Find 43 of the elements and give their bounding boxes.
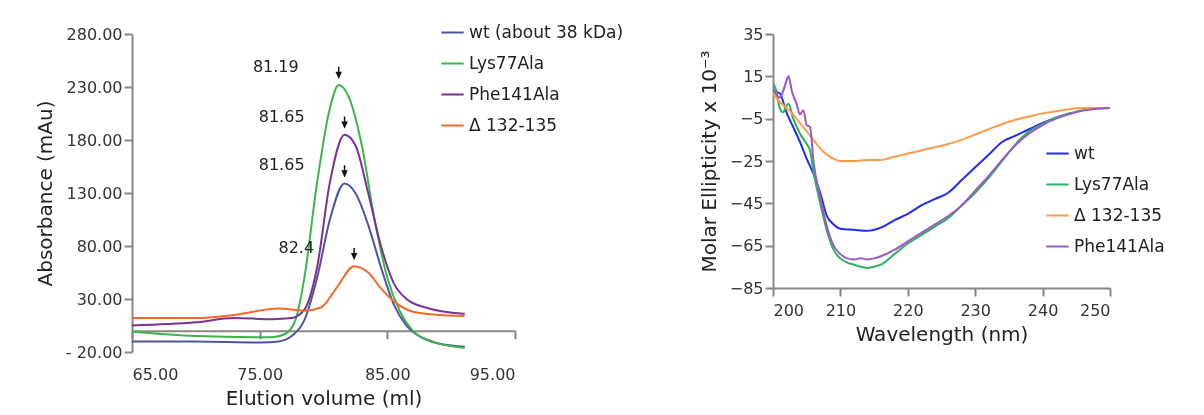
annotation: 81.65 — [258, 155, 305, 175]
y-tick-label: −45 — [729, 193, 764, 213]
x-axis-title: Wavelength (nm) — [855, 321, 1029, 346]
y-axis-title: Molar Ellipticity x 10⁻³ — [696, 50, 721, 273]
x-tick-label: 65.00 — [132, 364, 179, 384]
legend-label: Lys77Ala — [1074, 173, 1150, 194]
annotation: 81.19 — [252, 56, 299, 76]
y-tick-label: - 20.00 — [65, 342, 123, 362]
y-tick-label: −5 — [739, 109, 764, 129]
y-tick-label: 130.00 — [66, 183, 123, 203]
y-tick-label: 80.00 — [76, 236, 123, 256]
y-tick-label: 15 — [743, 66, 764, 86]
legend-label: wt (about 38 kDa) — [469, 21, 624, 42]
annotation: 81.65 — [258, 106, 305, 126]
legend-label: wt — [1074, 142, 1095, 163]
line-series — [132, 83, 465, 349]
legend-label: Phe141Ala — [469, 83, 560, 104]
line-series — [132, 265, 465, 320]
x-tick-label: 85.00 — [364, 364, 411, 384]
y-tick-label: 180.00 — [66, 130, 123, 150]
x-tick-label: 210 — [825, 300, 857, 320]
y-tick-label: −85 — [729, 278, 764, 298]
legend-label: Δ 132-135 — [1074, 204, 1163, 225]
x-tick-label: 200 — [773, 300, 805, 320]
y-tick-label: 35 — [743, 24, 764, 44]
x-tick-label: 220 — [893, 300, 924, 320]
y-axis-title: Absorbance (mAu) — [32, 100, 57, 287]
line-series — [132, 182, 465, 348]
x-tick-label: 75.00 — [237, 364, 284, 384]
y-tick-label: −65 — [729, 236, 764, 256]
y-tick-label: 230.00 — [66, 77, 123, 97]
x-tick-label: 95.00 — [469, 364, 516, 384]
x-axis-title: Elution volume (ml) — [225, 385, 423, 410]
y-tick-label: 280.00 — [66, 24, 123, 44]
line-series — [132, 133, 465, 327]
x-tick-label: 230 — [960, 300, 991, 320]
y-tick-label: 30.00 — [76, 289, 123, 309]
legend-label: Phe141Ala — [1074, 235, 1165, 256]
x-tick-label: 240 — [1027, 300, 1059, 320]
y-tick-label: −25 — [729, 151, 764, 171]
x-tick-label: 250 — [1079, 300, 1111, 320]
legend-label: Δ 132-135 — [469, 114, 558, 135]
legend-label: Lys77Ala — [469, 52, 545, 73]
